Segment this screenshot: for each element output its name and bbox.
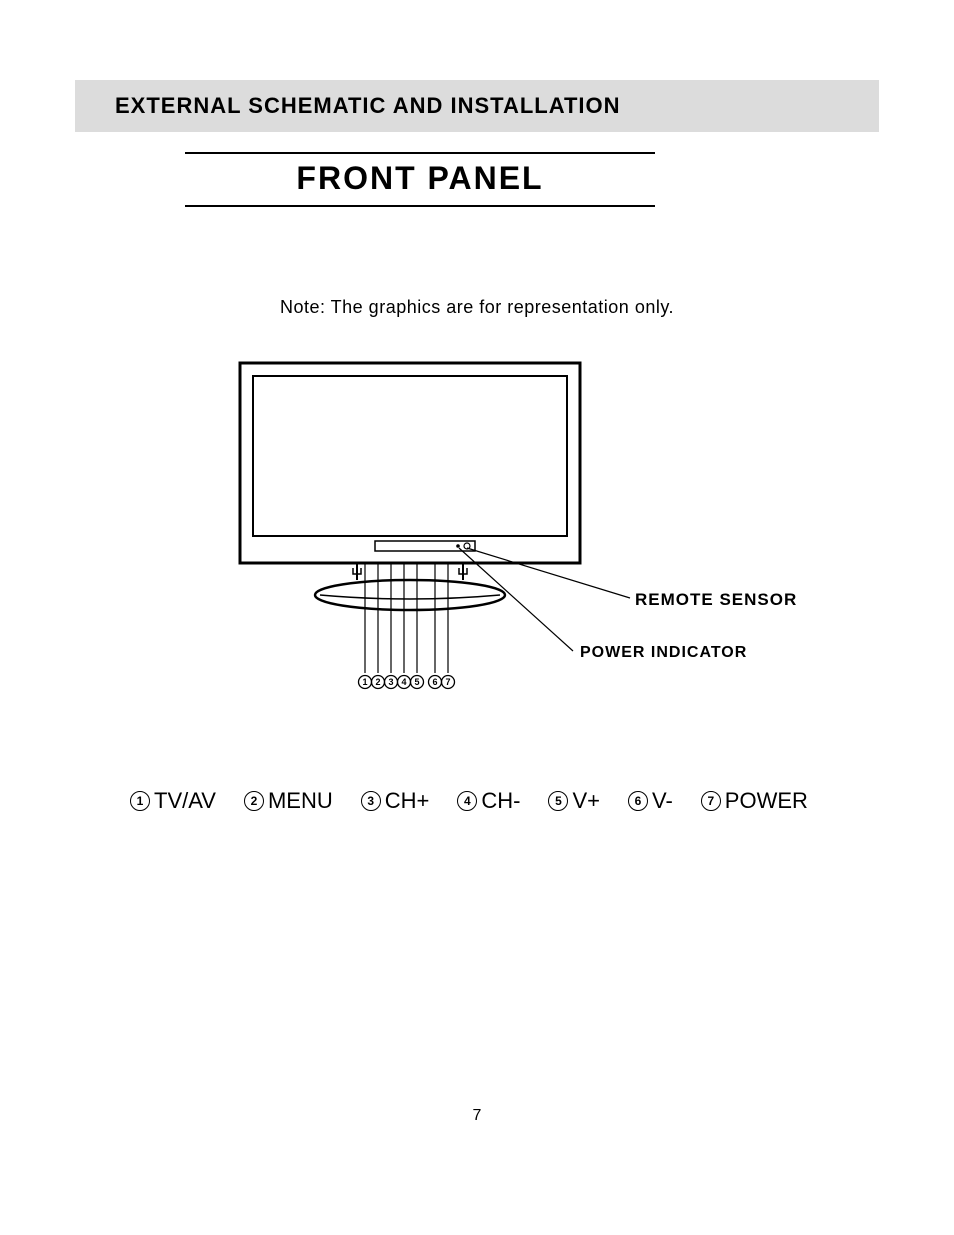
- subtitle-text: FRONT PANEL: [296, 160, 543, 196]
- svg-text:4: 4: [401, 677, 406, 687]
- svg-text:5: 5: [414, 677, 419, 687]
- legend-number-icon: 5: [548, 791, 568, 811]
- svg-text:2: 2: [375, 677, 380, 687]
- svg-text:7: 7: [445, 677, 450, 687]
- legend-label: CH-: [481, 788, 520, 814]
- subtitle-box: FRONT PANEL: [185, 152, 655, 207]
- legend-item: 2 MENU: [244, 788, 333, 814]
- svg-text:6: 6: [432, 677, 437, 687]
- legend-label: POWER: [725, 788, 808, 814]
- legend-label: V-: [652, 788, 673, 814]
- remote-sensor-label: REMOTE SENSOR: [635, 590, 797, 610]
- legend-item: 4 CH-: [457, 788, 520, 814]
- legend-number-icon: 1: [130, 791, 150, 811]
- page-number: 7: [0, 1107, 954, 1125]
- legend-number-icon: 4: [457, 791, 477, 811]
- page: EXTERNAL SCHEMATIC AND INSTALLATION FRON…: [0, 0, 954, 1235]
- legend-item: 5 V+: [548, 788, 600, 814]
- legend-item: 6 V-: [628, 788, 673, 814]
- svg-text:3: 3: [388, 677, 393, 687]
- legend-label: MENU: [268, 788, 333, 814]
- legend-number-icon: 2: [244, 791, 264, 811]
- diagram-area: 1 2 3 4 5 6 7 REMOTE SENSOR POWER INDICA…: [75, 358, 879, 718]
- legend-number-icon: 6: [628, 791, 648, 811]
- svg-text:1: 1: [362, 677, 367, 687]
- note-text: Note: The graphics are for representatio…: [75, 297, 879, 318]
- legend-number-icon: 3: [361, 791, 381, 811]
- section-header-title: EXTERNAL SCHEMATIC AND INSTALLATION: [115, 93, 621, 119]
- legend-row: 1 TV/AV 2 MENU 3 CH+ 4 CH- 5 V+ 6 V- 7 P…: [75, 788, 879, 814]
- legend-label: CH+: [385, 788, 430, 814]
- legend-number-icon: 7: [701, 791, 721, 811]
- legend-label: TV/AV: [154, 788, 216, 814]
- power-indicator-label: POWER INDICATOR: [580, 644, 747, 662]
- legend-item: 3 CH+: [361, 788, 430, 814]
- section-header-bar: EXTERNAL SCHEMATIC AND INSTALLATION: [75, 80, 879, 132]
- legend-item: 7 POWER: [701, 788, 808, 814]
- legend-label: V+: [572, 788, 600, 814]
- legend-item: 1 TV/AV: [130, 788, 216, 814]
